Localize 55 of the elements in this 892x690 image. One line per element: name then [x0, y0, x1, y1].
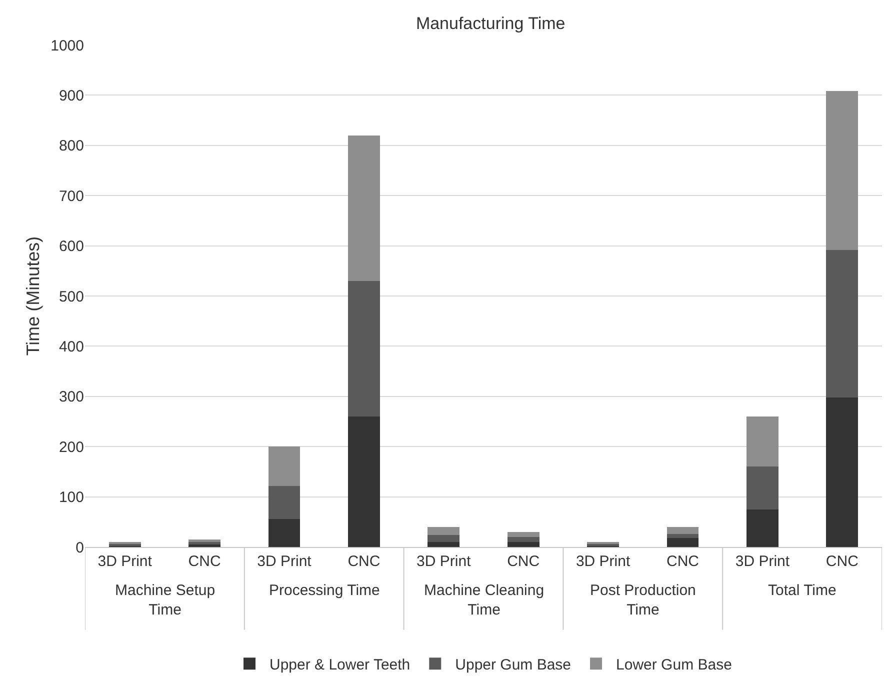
text: Machine Setup Time — [115, 582, 216, 618]
y-tick-label: 0 — [76, 539, 84, 556]
y-tick-label: 200 — [58, 438, 84, 456]
bar — [188, 539, 220, 542]
bar — [428, 542, 460, 547]
bar — [746, 416, 778, 467]
bar — [507, 532, 540, 537]
bar — [268, 446, 300, 486]
x-tick-label: 3D Print — [416, 553, 472, 570]
x-tick-label: 3D Print — [257, 553, 312, 570]
bar — [666, 538, 699, 547]
y-tick-label: 500 — [58, 288, 84, 306]
bar — [746, 466, 778, 510]
bar — [268, 518, 300, 547]
x-tick-label: CNC — [507, 553, 540, 570]
text: Post Production Time — [590, 582, 696, 618]
bar — [826, 91, 858, 250]
text: Processing Time — [269, 582, 380, 599]
bar — [428, 534, 460, 542]
text: Machine Cleaning Time — [424, 582, 544, 618]
bar — [348, 280, 380, 416]
y-tick-label: 700 — [58, 188, 84, 205]
bar — [826, 397, 858, 547]
legend-label: Upper & Lower Teeth — [270, 656, 410, 674]
x-tick-label: 3D Print — [735, 553, 790, 570]
y-tick-label: 300 — [58, 388, 84, 406]
y-tick-label: 100 — [58, 489, 84, 506]
x-tick-label: CNC — [666, 553, 700, 570]
y-tick-label: 600 — [58, 238, 84, 256]
bar — [348, 135, 380, 281]
legend-label: Lower Gum Base — [616, 656, 732, 674]
chart-title: Manufacturing Time — [416, 14, 566, 34]
x-tick-label: CNC — [188, 553, 221, 570]
bar — [507, 542, 540, 547]
bar — [666, 534, 699, 538]
bar — [188, 544, 220, 547]
text: Total Time — [768, 582, 836, 599]
y-tick-label: 1000 — [50, 37, 84, 54]
bar — [348, 416, 380, 547]
bar — [268, 486, 300, 519]
x-tick-label: CNC — [348, 553, 380, 570]
legend-label: Upper Gum Base — [455, 656, 572, 674]
bar — [188, 542, 220, 544]
bar — [746, 509, 778, 547]
x-tick-label: 3D Print — [98, 553, 153, 570]
y-tick-label: 900 — [58, 87, 84, 104]
bar — [666, 526, 699, 534]
bar — [507, 536, 540, 542]
y-tick-label: 800 — [58, 138, 84, 155]
bar — [826, 250, 858, 398]
x-tick-label: 3D Print — [576, 553, 631, 570]
y-axis-title: Time (Minutes) — [23, 236, 43, 356]
y-tick-label: 400 — [58, 338, 84, 356]
bar — [428, 526, 460, 535]
x-tick-label: CNC — [826, 553, 859, 570]
